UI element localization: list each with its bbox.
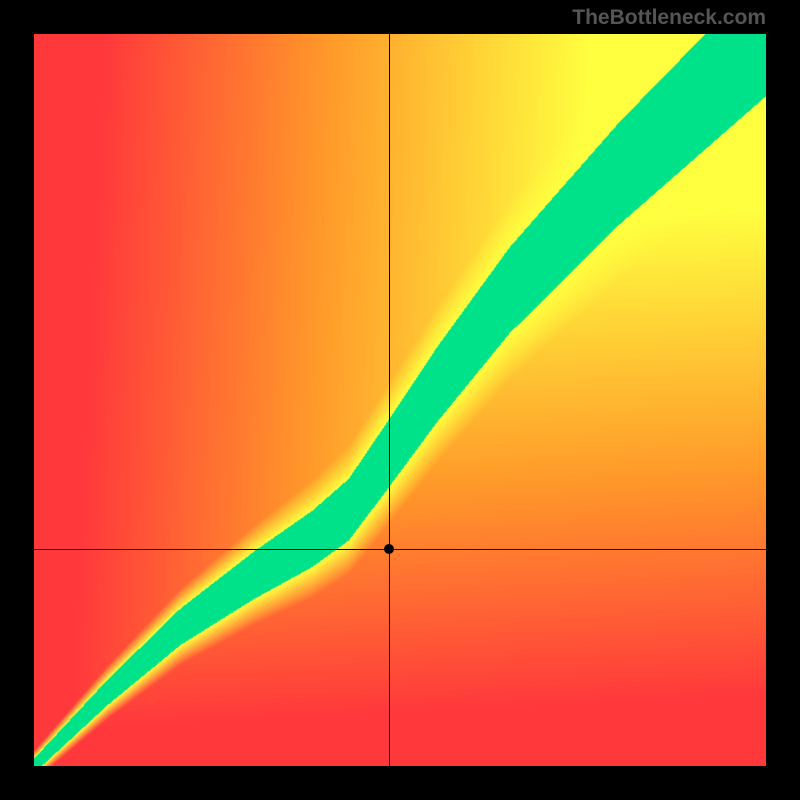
crosshair-horizontal bbox=[34, 549, 766, 550]
crosshair-vertical bbox=[389, 34, 390, 766]
plot-area bbox=[34, 34, 766, 766]
heatmap-canvas bbox=[34, 34, 766, 766]
data-point-marker bbox=[384, 544, 394, 554]
watermark-text: TheBottleneck.com bbox=[572, 6, 766, 30]
